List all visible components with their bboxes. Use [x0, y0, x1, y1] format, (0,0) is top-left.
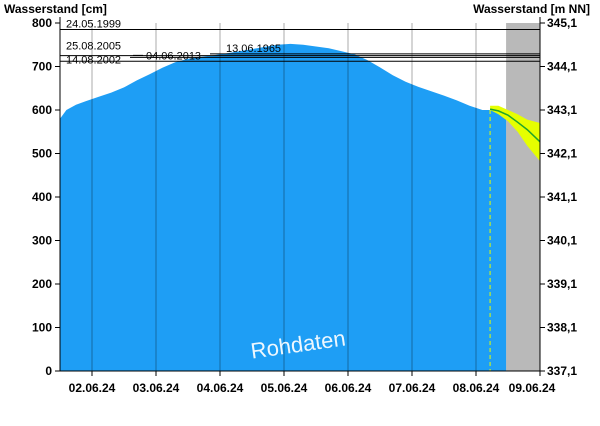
y-right-tick-label: 344,1	[547, 60, 577, 74]
axes-layer: 0 100 200 300 400 500 600 700 800 337,1 338,1 339,1…	[32, 16, 577, 395]
flood-mark-label: 14.08.2002	[66, 54, 121, 66]
forecast-background	[506, 23, 540, 371]
grid-layer	[91, 23, 491, 371]
forecast-line	[489, 108, 541, 143]
y-right-tick-label: 342,1	[547, 147, 577, 161]
flood-marks-layer: 24.05.1999 13.06.1965 25.08.2005 04.06.2013…	[60, 19, 540, 66]
y-left-tick-label: 800	[32, 16, 52, 30]
flood-mark-label: 13.06.1965	[226, 43, 281, 55]
x-tick-label: 05.06.24	[261, 381, 308, 395]
y-right-tick-label: 338,1	[547, 321, 577, 335]
x-tick-label: 08.06.24	[453, 381, 500, 395]
y-left-tick-label: 0	[45, 364, 52, 378]
flood-mark-label: 25.08.2005	[66, 41, 121, 53]
flood-mark-label: 24.05.1999	[66, 19, 121, 31]
x-tick-label: 09.06.24	[509, 381, 556, 395]
y-right-title: Wasserstand [m NN]	[473, 2, 590, 16]
x-tick-label: 03.06.24	[133, 381, 180, 395]
measured-area	[60, 43, 507, 372]
flood-mark-label: 04.06.2013	[146, 50, 201, 62]
y-left-tick-label: 700	[32, 60, 52, 74]
y-left-tick-label: 500	[32, 147, 52, 161]
y-right-tick-label: 343,1	[547, 103, 577, 117]
y-left-tick-label: 400	[32, 190, 52, 204]
x-tick-label: 04.06.24	[197, 381, 244, 395]
data-layer	[60, 23, 541, 372]
y-right-tick-label: 339,1	[547, 277, 577, 291]
y-left-tick-label: 200	[32, 277, 52, 291]
forecast-band	[490, 105, 540, 162]
y-right-tick-label: 345,1	[547, 16, 577, 30]
y-left-tick-label: 300	[32, 234, 52, 248]
y-right-tick-label: 337,1	[547, 364, 577, 378]
y-left-tick-label: 600	[32, 103, 52, 117]
x-tick-label: 02.06.24	[69, 381, 116, 395]
y-left-tick-label: 100	[32, 321, 52, 335]
y-left-title: Wasserstand [cm]	[4, 2, 107, 16]
y-right-tick-label: 341,1	[547, 190, 577, 204]
y-right-tick-label: 340,1	[547, 234, 577, 248]
x-tick-label: 07.06.24	[389, 381, 436, 395]
x-tick-label: 06.06.24	[325, 381, 372, 395]
